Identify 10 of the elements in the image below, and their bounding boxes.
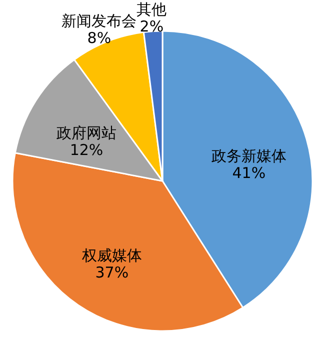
data-label: 37% [95,263,129,282]
slice-label: 政务新媒体 [211,146,286,165]
slice-label: 其他 [136,0,167,18]
data-label: 8% [87,29,112,48]
slice-label: 权威媒体 [80,246,142,264]
data-label: 41% [232,164,266,182]
data-label: 2% [140,17,164,36]
slice-label: 新闻发布会 [62,12,137,30]
slice-label: 政府网站 [56,124,117,142]
data-label: 12% [70,140,104,159]
